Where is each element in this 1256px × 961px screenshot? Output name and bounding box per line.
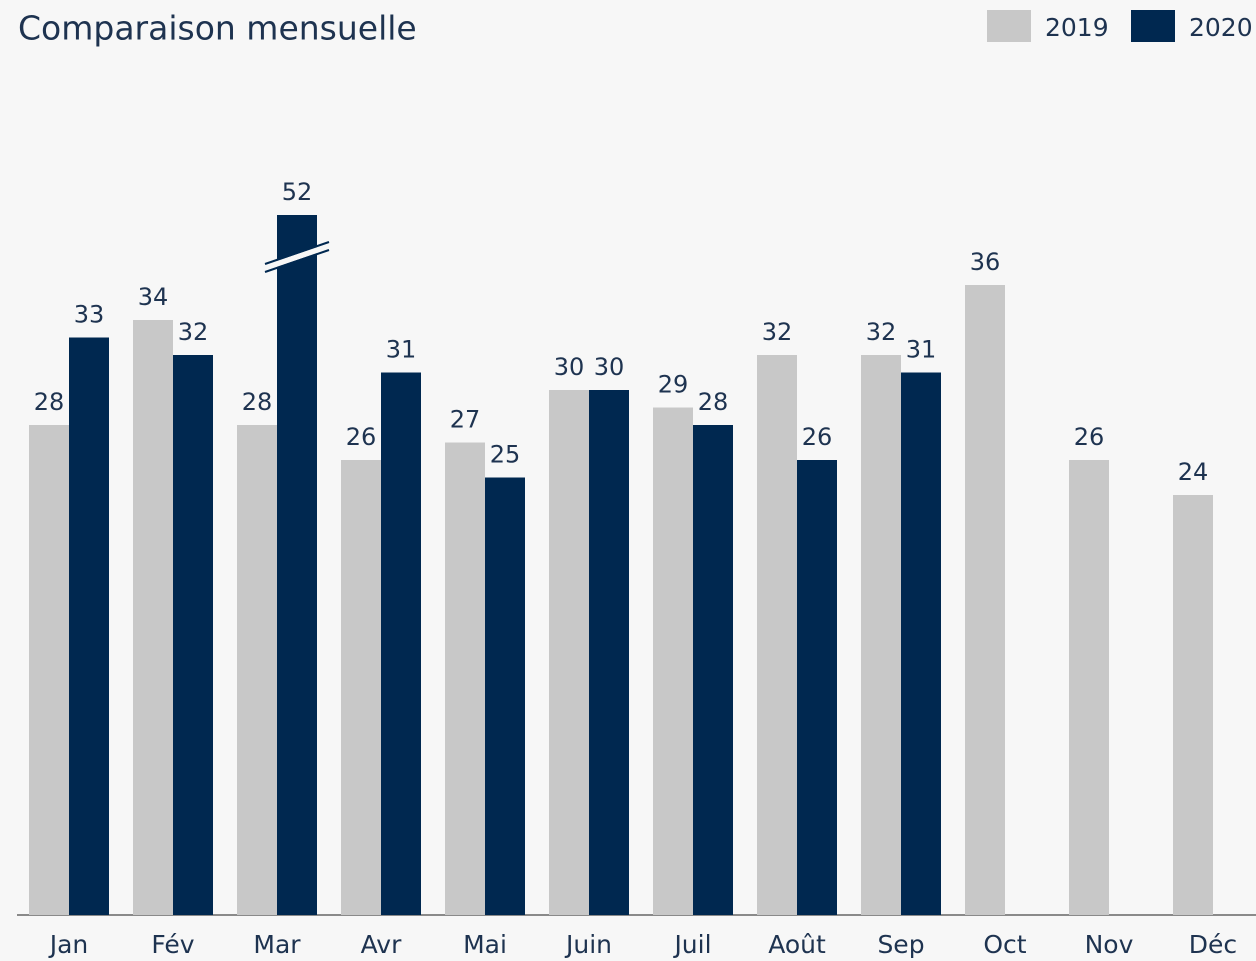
x-tick-label: Avr (361, 930, 402, 959)
x-tick-label: Mai (463, 930, 507, 959)
data-label: 28 (242, 388, 273, 416)
plot-area (29, 215, 1213, 915)
legend-swatch (987, 10, 1031, 42)
data-label: 26 (802, 423, 833, 451)
bar (133, 320, 173, 915)
x-tick-label: Nov (1085, 930, 1134, 959)
bar (381, 372, 421, 915)
x-tick-label: Déc (1189, 930, 1237, 959)
x-tick-label: Juil (672, 930, 711, 959)
data-label: 30 (554, 353, 585, 381)
bar (341, 460, 381, 915)
bar (69, 337, 109, 915)
data-label: 28 (698, 388, 729, 416)
bar (653, 407, 693, 915)
bar (589, 390, 629, 915)
data-label: 27 (450, 406, 481, 434)
x-tick-label: Jan (48, 930, 89, 959)
x-tick-label: Sep (877, 930, 924, 959)
data-label: 34 (138, 283, 169, 311)
bar (237, 425, 277, 915)
data-label: 36 (970, 248, 1001, 276)
bar (1173, 495, 1213, 915)
bar (445, 442, 485, 915)
data-label: 33 (74, 301, 105, 329)
data-label: 29 (658, 371, 689, 399)
bar (965, 285, 1005, 915)
data-label: 28 (34, 388, 65, 416)
bar (797, 460, 837, 915)
x-tick-label: Août (768, 930, 826, 959)
data-label: 25 (490, 441, 521, 469)
data-label: 26 (1074, 423, 1105, 451)
x-tick-label: Oct (983, 930, 1026, 959)
data-label: 24 (1178, 458, 1209, 486)
data-label: 32 (866, 318, 897, 346)
data-label: 32 (178, 318, 209, 346)
data-label: 26 (346, 423, 377, 451)
axis-break-line (264, 241, 330, 265)
bar (901, 372, 941, 915)
bar (1069, 460, 1109, 915)
chart-title: Comparaison mensuelle (18, 9, 417, 48)
bar (173, 355, 213, 915)
axis-break-line (264, 249, 330, 273)
bar (549, 390, 589, 915)
data-label: 32 (762, 318, 793, 346)
data-label: 52 (282, 178, 313, 206)
data-label: 31 (386, 336, 417, 364)
bar (29, 425, 69, 915)
axis-break (265, 243, 329, 271)
bar (757, 355, 797, 915)
data-label: 31 (906, 336, 937, 364)
x-tick-label: Mar (253, 930, 301, 959)
bar (485, 477, 525, 915)
bar (861, 355, 901, 915)
x-tick-label: Juin (564, 930, 612, 959)
legend-swatch (1131, 10, 1175, 42)
legend-label: 2020 (1189, 13, 1253, 42)
legend-label: 2019 (1045, 13, 1109, 42)
bar (277, 215, 317, 915)
bar (693, 425, 733, 915)
x-tick-label: Fév (151, 930, 194, 959)
data-label: 30 (594, 353, 625, 381)
